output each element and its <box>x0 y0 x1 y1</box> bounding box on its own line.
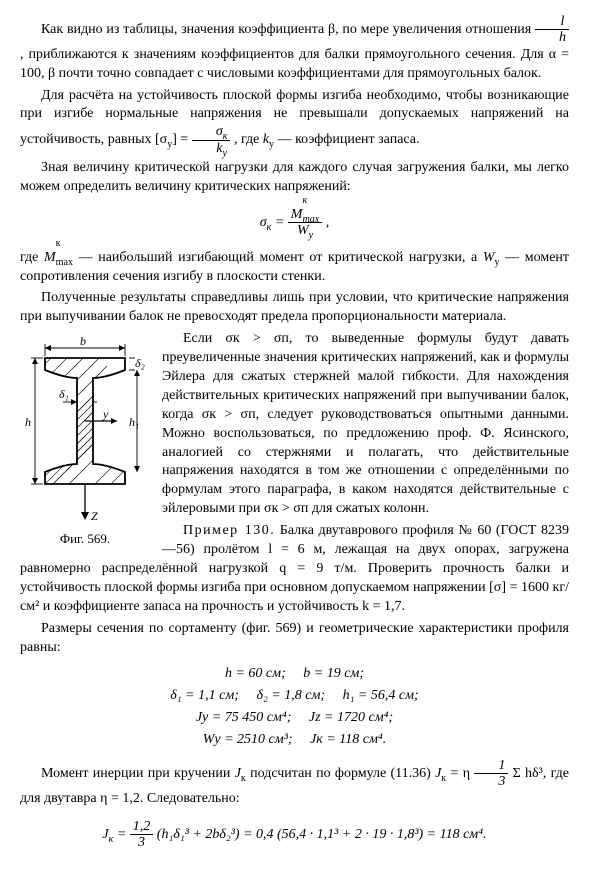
svg-text:δ₂: δ₂ <box>135 356 145 370</box>
para-4: где Mкmax — наибольший изгибающий момент… <box>20 249 569 287</box>
svg-text:δ₁: δ₁ <box>59 387 69 401</box>
ibeam-diagram: b δ₂ δ₁ y h h₁ Z <box>25 334 145 524</box>
figure-caption: Фиг. 569. <box>20 530 150 548</box>
frac-sigma-k: σк kу <box>192 124 231 156</box>
para-7: Размеры сечения по сортаменту (фиг. 569)… <box>20 620 569 658</box>
formula-Jk: Jк = 1,2 3 (h₁δ₁³ + 2bδ₂³) = 0,4 (56,4 ·… <box>20 819 569 851</box>
example-label: Пример 130. <box>183 523 275 538</box>
frac-l-over-h: l h <box>535 14 569 46</box>
text: — коэффициент запаса. <box>278 132 420 147</box>
figure-569: b δ₂ δ₁ y h h₁ Z Фиг. 569. <box>20 334 150 548</box>
frac-1-3: 1 3 <box>474 758 508 790</box>
para-1: Как видно из таблицы, значения коэффицие… <box>20 14 569 84</box>
formula-sigma-k: σк = Mкmax Wy , <box>20 207 569 239</box>
para-2: Для расчёта на устойчивость плоской форм… <box>20 87 569 157</box>
svg-text:Z: Z <box>91 509 98 523</box>
para-3: Зная величину критической нагрузки для к… <box>20 159 569 197</box>
svg-text:y: y <box>102 407 109 421</box>
svg-text:b: b <box>80 334 86 348</box>
text: [σ <box>155 132 167 147</box>
wrapped-section: b δ₂ δ₁ y h h₁ Z Фиг. 569. Если σк > σп,… <box>20 330 569 619</box>
para-5: Полученные результаты справедливы лишь п… <box>20 289 569 327</box>
text: , приближаются к значениям коэффициентов… <box>20 47 569 81</box>
dimensions-block: h = 60 см; b = 19 см; δ₁ = 1,1 см; δ₂ = … <box>20 665 569 750</box>
svg-text:h₁: h₁ <box>129 415 139 429</box>
svg-text:h: h <box>25 415 31 429</box>
text: , где <box>234 132 263 147</box>
para-8: Момент инерции при кручении Jк подсчитан… <box>20 758 569 809</box>
text: Как видно из таблицы, значения коэффицие… <box>41 22 535 37</box>
